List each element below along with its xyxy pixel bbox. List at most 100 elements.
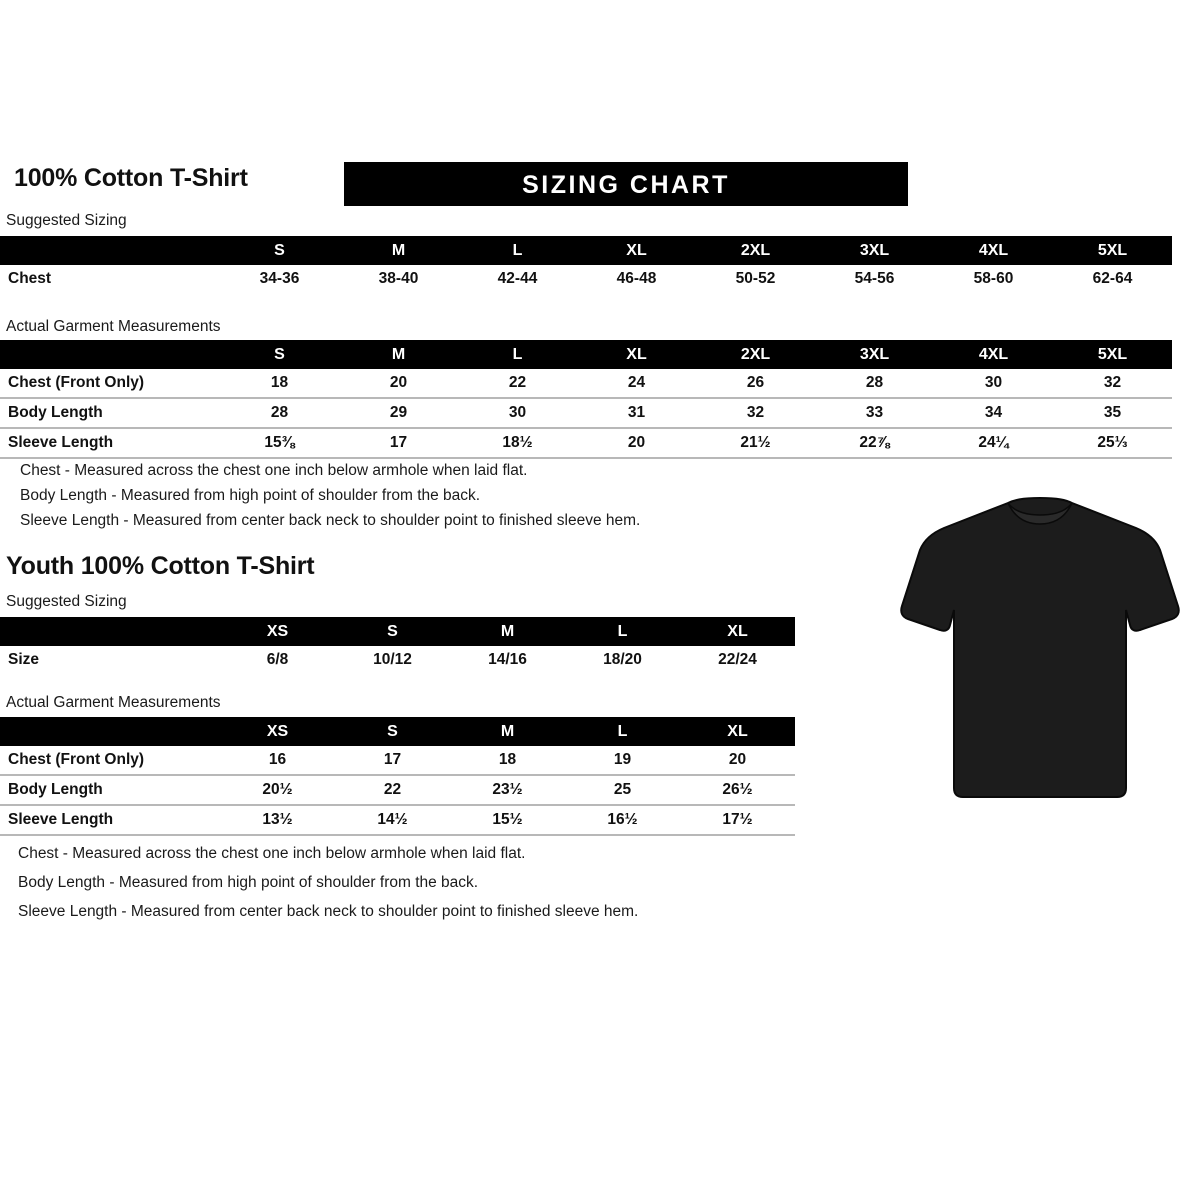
tshirt-icon — [900, 496, 1180, 798]
cell-chestfront-s: 17 — [383, 751, 402, 768]
youth-actual-measurements-label: Actual Garment Measurements — [6, 694, 221, 711]
column-header-rowlabel — [0, 340, 220, 369]
youth-note-chest: Chest - Measured across the chest one in… — [18, 845, 526, 862]
table-header-row: XS S M L XL — [0, 617, 795, 646]
column-header-rowlabel — [0, 236, 220, 265]
cell-chestfront-l: 22 — [508, 374, 527, 391]
cell-chestfront-m: 20 — [389, 374, 408, 391]
table-row: Chest 34-36 38-40 42-44 46-48 50-52 54-5… — [0, 265, 1172, 293]
cell-bodylength-l: 30 — [458, 397, 577, 428]
cell-size-m: 14/16 — [488, 651, 527, 668]
adult-suggested-sizing-label: Suggested Sizing — [6, 212, 127, 229]
row-label-sleeve-length: Sleeve Length — [0, 804, 220, 836]
cell-chest-s: 34-36 — [259, 270, 300, 287]
column-header-3xl: 3XL — [815, 236, 934, 265]
sizing-chart-banner: SIZING CHART — [344, 162, 908, 206]
cell-bodylength-2xl: 32 — [696, 397, 815, 428]
cell-chest-5xl: 62-64 — [1092, 270, 1133, 287]
column-header-xl: XL — [680, 717, 795, 746]
cell-sleevelength-3xl: 22⅞ — [815, 427, 934, 459]
row-label-body-length: Body Length — [0, 397, 220, 428]
cell-sleevelength-xs: 13½ — [220, 804, 335, 836]
column-header-xl: XL — [577, 340, 696, 369]
column-header-s: S — [335, 717, 450, 746]
cell-bodylength-5xl: 35 — [1053, 397, 1172, 428]
table-row: Sleeve Length 13½ 14½ 15½ 16½ 17½ — [0, 804, 795, 836]
column-header-2xl: 2XL — [696, 340, 815, 369]
cell-sleevelength-s: 15⅜ — [220, 427, 339, 459]
cell-chestfront-3xl: 28 — [865, 374, 884, 391]
column-header-m: M — [450, 617, 565, 646]
column-header-4xl: 4XL — [934, 340, 1053, 369]
cell-chestfront-5xl: 32 — [1103, 374, 1122, 391]
table-row: Body Length 20½ 22 23½ 25 26½ — [0, 774, 795, 805]
cell-sleevelength-xl: 20 — [577, 427, 696, 459]
cell-size-xl: 22/24 — [718, 651, 757, 668]
table-row: Chest (Front Only) 16 17 18 19 20 — [0, 746, 795, 775]
column-header-s: S — [220, 236, 339, 265]
cell-chestfront-xl: 20 — [728, 751, 747, 768]
cell-sleevelength-l: 16½ — [565, 804, 680, 836]
youth-page-title: Youth 100% Cotton T-Shirt — [6, 552, 315, 580]
youth-note-body-length: Body Length - Measured from high point o… — [18, 874, 479, 891]
cell-size-l: 18/20 — [603, 651, 642, 668]
cell-bodylength-l: 25 — [565, 774, 680, 805]
youth-suggested-sizing-table: XS S M L XL Size 6/8 10/12 14/16 18/20 2… — [0, 617, 795, 674]
column-header-rowlabel — [0, 717, 220, 746]
adult-actual-measurements-table: S M L XL 2XL 3XL 4XL 5XL Chest (Front On… — [0, 340, 1172, 459]
column-header-2xl: 2XL — [696, 236, 815, 265]
row-label-body-length: Body Length — [0, 774, 220, 805]
cell-chestfront-xs: 16 — [268, 751, 287, 768]
cell-sleevelength-4xl: 24¼ — [934, 427, 1053, 459]
adult-note-sleeve-length: Sleeve Length - Measured from center bac… — [20, 512, 641, 529]
cell-bodylength-3xl: 33 — [815, 397, 934, 428]
column-header-s: S — [220, 340, 339, 369]
column-header-l: L — [565, 717, 680, 746]
cell-chestfront-2xl: 26 — [746, 374, 765, 391]
banner-title: SIZING CHART — [522, 171, 730, 199]
column-header-3xl: 3XL — [815, 340, 934, 369]
cell-chest-2xl: 50-52 — [735, 270, 776, 287]
table-row: Body Length 28 29 30 31 32 33 34 35 — [0, 397, 1172, 428]
adult-suggested-sizing-table: S M L XL 2XL 3XL 4XL 5XL Chest 34-36 38-… — [0, 236, 1172, 293]
table-row: Size 6/8 10/12 14/16 18/20 22/24 — [0, 646, 795, 674]
column-header-m: M — [450, 717, 565, 746]
cell-chest-xl: 46-48 — [616, 270, 657, 287]
cell-chestfront-s: 18 — [270, 374, 289, 391]
column-header-l: L — [565, 617, 680, 646]
cell-sleevelength-xl: 17½ — [680, 804, 795, 836]
cell-sleevelength-5xl: 25⅓ — [1053, 427, 1172, 459]
youth-actual-measurements-table: XS S M L XL Chest (Front Only) 16 17 18 … — [0, 717, 795, 836]
column-header-l: L — [458, 236, 577, 265]
cell-sleevelength-m: 17 — [339, 427, 458, 459]
table-row: Sleeve Length 15⅜ 17 18½ 20 21½ 22⅞ 24¼ … — [0, 427, 1172, 459]
column-header-rowlabel — [0, 617, 220, 646]
cell-bodylength-s: 22 — [335, 774, 450, 805]
youth-note-sleeve-length: Sleeve Length - Measured from center bac… — [18, 903, 639, 920]
youth-suggested-sizing-label: Suggested Sizing — [6, 593, 127, 610]
row-label-chest: Chest — [8, 270, 52, 287]
cell-chestfront-m: 18 — [498, 751, 517, 768]
tshirt-image — [890, 470, 1190, 820]
adult-actual-measurements-label: Actual Garment Measurements — [6, 318, 221, 335]
column-header-4xl: 4XL — [934, 236, 1053, 265]
column-header-l: L — [458, 340, 577, 369]
column-header-xs: XS — [220, 717, 335, 746]
column-header-xl: XL — [680, 617, 795, 646]
cell-chestfront-l: 19 — [613, 751, 632, 768]
column-header-xs: XS — [220, 617, 335, 646]
cell-bodylength-4xl: 34 — [934, 397, 1053, 428]
cell-size-xs: 6/8 — [266, 651, 289, 668]
chart-header: 100% Cotton T-Shirt SIZING CHART — [8, 162, 1192, 210]
cell-bodylength-m: 29 — [339, 397, 458, 428]
cell-sleevelength-m: 15½ — [450, 804, 565, 836]
column-header-s: S — [335, 617, 450, 646]
table-header-row: S M L XL 2XL 3XL 4XL 5XL — [0, 340, 1172, 369]
cell-chest-3xl: 54-56 — [854, 270, 895, 287]
cell-chest-l: 42-44 — [497, 270, 538, 287]
row-label-chest-front-only: Chest (Front Only) — [8, 374, 145, 391]
row-label-size: Size — [8, 651, 40, 668]
table-row: Chest (Front Only) 18 20 22 24 26 28 30 … — [0, 369, 1172, 398]
cell-chest-m: 38-40 — [378, 270, 419, 287]
